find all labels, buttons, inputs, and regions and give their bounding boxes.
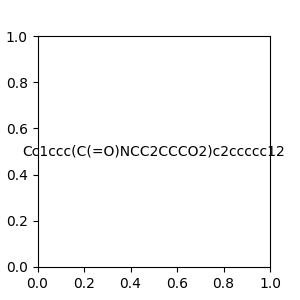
Text: Cc1ccc(C(=O)NCC2CCCO2)c2ccccc12: Cc1ccc(C(=O)NCC2CCCO2)c2ccccc12 bbox=[22, 145, 285, 158]
